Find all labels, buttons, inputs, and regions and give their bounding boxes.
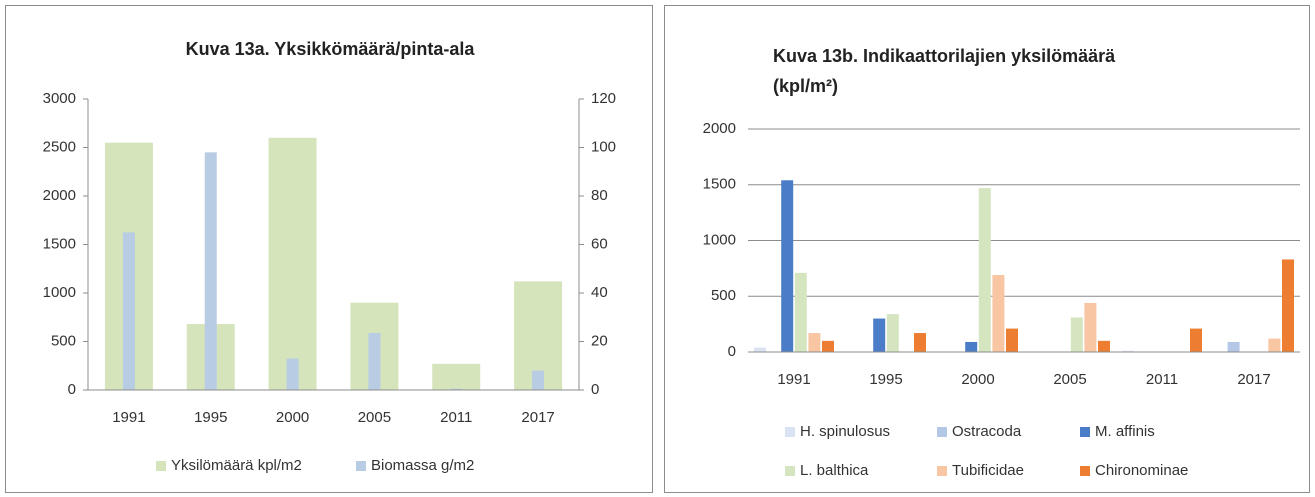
y-tick-label: 2000: [703, 120, 736, 137]
bar: [822, 340, 834, 352]
legend-swatch: [1080, 466, 1090, 476]
legend-swatch: [937, 466, 947, 476]
bar: [1268, 338, 1281, 352]
legend-swatch: [356, 461, 366, 471]
bar: [754, 347, 766, 352]
chart: 0 500 1000 1500 2000 2500 3000 0 20 40 60 80 100 120 1…: [43, 90, 616, 474]
bar: [1098, 340, 1110, 352]
bar: [432, 363, 481, 390]
y2-tick-label: 20: [591, 332, 608, 349]
y2-tick-label: 0: [591, 381, 599, 398]
legend-label: Tubificidae: [952, 462, 1024, 479]
chart-title: Kuva 13b. Indikaattorilajien yksilömäärä…: [773, 46, 1116, 96]
y-tick-label: 0: [68, 381, 76, 398]
y-tick-label: 3000: [43, 90, 76, 107]
y-tick-label: 500: [711, 287, 736, 304]
legend-label: M. affinis: [1095, 423, 1155, 440]
chart-panel: Kuva 13a. Yksikkömäärä/pinta-ala 0 500 100…: [5, 5, 653, 493]
x-tick-label: 1995: [869, 371, 902, 388]
y-tick-label: 500: [51, 332, 76, 349]
y2-tick-label: 80: [591, 187, 608, 204]
bar: [1084, 302, 1097, 352]
legend-swatch: [785, 427, 795, 437]
bar: [781, 180, 794, 352]
x-tick-label: 2011: [440, 409, 472, 426]
chart-title: Kuva 13a. Yksikkömäärä/pinta-ala: [185, 39, 475, 59]
bar: [268, 137, 317, 390]
bar: [914, 333, 926, 352]
y-tick-label: 2500: [43, 138, 76, 155]
chart: 0 500 1000 1500 2000 1991 1995 2000 2005 2011 2017…: [703, 120, 1300, 479]
x-tick-label: 2011: [1146, 371, 1178, 388]
bar: [1006, 328, 1018, 352]
x-tick-label: 2000: [276, 409, 309, 426]
bar: [450, 388, 463, 390]
x-tick-label: 2005: [1053, 371, 1086, 388]
y2-tick-label: 120: [591, 90, 616, 107]
bar: [1227, 341, 1240, 352]
legend-label: L. balthica: [800, 462, 869, 479]
x-tick-label: 2017: [1237, 371, 1270, 388]
bar: [286, 358, 299, 390]
y2-tick-label: 60: [591, 235, 608, 252]
x-tick-label: 1991: [112, 409, 145, 426]
y-tick-label: 1500: [43, 235, 76, 252]
y-tick-label: 1000: [703, 231, 736, 248]
x-tick-label: 2005: [358, 409, 391, 426]
legend-label: H. spinulosus: [800, 423, 890, 440]
y2-tick-label: 40: [591, 284, 608, 301]
bar: [992, 275, 1005, 352]
bar: [1122, 350, 1134, 352]
legend-label: Biomassa g/m2: [371, 457, 474, 474]
y-tick-label: 1500: [703, 176, 736, 193]
bar: [1070, 317, 1083, 352]
y-tick-label: 1000: [43, 284, 76, 301]
y-tick-label: 0: [728, 343, 736, 360]
bar: [965, 341, 978, 352]
bar: [873, 318, 886, 352]
bar: [204, 152, 217, 390]
legend-swatch: [1080, 427, 1090, 437]
legend-swatch: [937, 427, 947, 437]
legend-swatch: [156, 461, 166, 471]
x-tick-label: 2017: [521, 409, 554, 426]
bar: [1190, 328, 1202, 352]
legend-label: Yksilömäärä kpl/m2: [171, 457, 302, 474]
bar: [886, 314, 899, 352]
y2-tick-label: 100: [591, 138, 616, 155]
bar: [978, 188, 991, 352]
legend-label: Ostracoda: [952, 423, 1022, 440]
y-tick-label: 2000: [43, 187, 76, 204]
chart-panel: Kuva 13b. Indikaattorilajien yksilömäärä…: [664, 5, 1310, 493]
legend-swatch: [785, 466, 795, 476]
x-tick-label: 1991: [777, 371, 810, 388]
x-tick-label: 2000: [961, 371, 994, 388]
bar: [368, 333, 381, 390]
bar: [122, 232, 135, 390]
bar: [808, 333, 821, 352]
legend-label: Chironominae: [1095, 462, 1188, 479]
bar: [532, 370, 545, 390]
bar: [794, 272, 807, 352]
x-tick-label: 1995: [194, 409, 227, 426]
bar: [1282, 259, 1294, 352]
